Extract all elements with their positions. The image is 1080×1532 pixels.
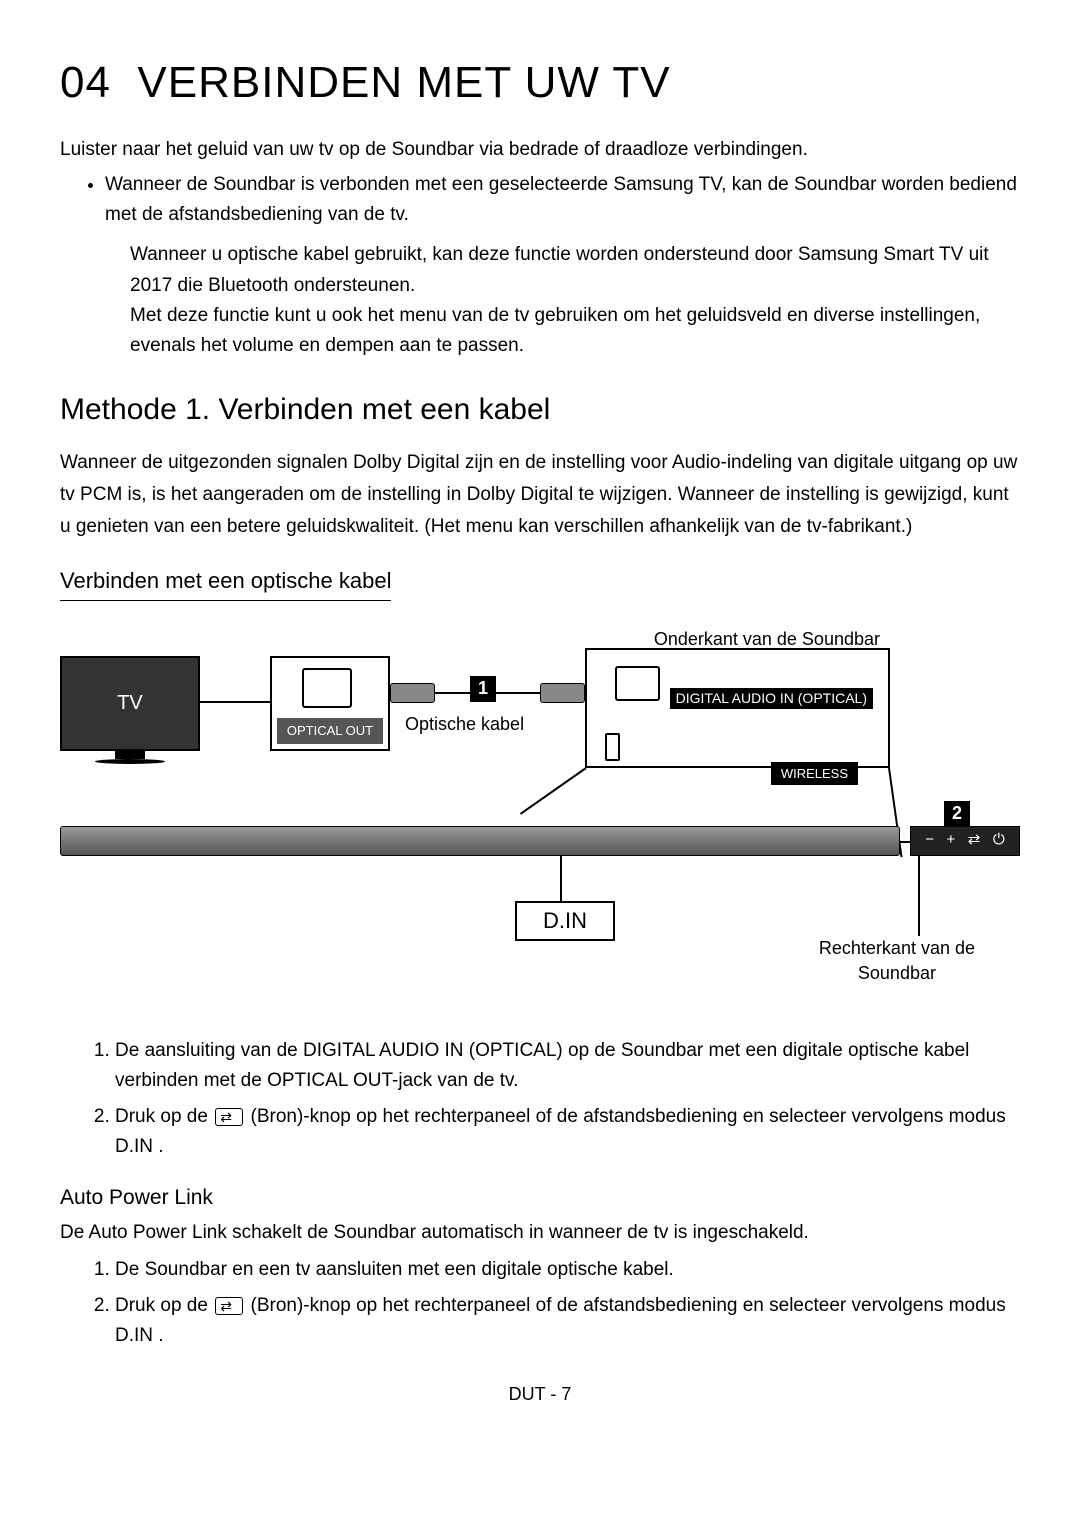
cable-connector-right-icon [540, 683, 585, 703]
optical-out-port-icon [302, 668, 352, 708]
cable-connector-left-icon [390, 683, 435, 703]
optical-out-box: OPTICAL OUT [270, 656, 390, 751]
step1-text1: De aansluiting van de [115, 1040, 298, 1061]
minus-icon: − [925, 829, 934, 852]
auto-power-title: Auto Power Link [60, 1182, 1020, 1214]
tv-box: TV [60, 656, 200, 751]
soundbar-right-panel: − + ⇄ ⏻ [910, 826, 1020, 856]
soundbar-body [60, 826, 900, 856]
auto-step2-text1: Druk op de [115, 1295, 208, 1316]
right-caption-line-icon [918, 856, 920, 936]
cable-line-icon [200, 701, 270, 703]
step1-bold: DIGITAL AUDIO IN (OPTICAL) [303, 1040, 563, 1061]
wireless-label: WIRELESS [771, 762, 858, 786]
cable-caption: Optische kabel [405, 711, 524, 738]
auto-step-2: Druk op de (Bron)-knop op het rechterpan… [115, 1291, 1020, 1352]
usb-port-icon [605, 733, 620, 761]
intro-text: Luister naar het geluid van uw tv op de … [60, 136, 1020, 165]
digital-audio-in-label: DIGITAL AUDIO IN (OPTICAL) [670, 688, 873, 709]
note-line-2: Met deze functie kunt u ook het menu van… [130, 301, 1020, 362]
auto-power-desc: De Auto Power Link schakelt de Soundbar … [60, 1219, 1020, 1248]
tv-label: TV [117, 688, 143, 718]
source-button-icon [215, 1297, 243, 1315]
auto-step-1: De Soundbar en een tv aansluiten met een… [115, 1255, 1020, 1285]
note-line-1: Wanneer u optische kabel gebruikt, kan d… [130, 240, 1020, 301]
step2-text2: (Bron)-knop op het rechterpaneel of de a… [115, 1106, 1006, 1157]
source-button-icon [215, 1108, 243, 1126]
section-title: 04 VERBINDEN MET UW TV [60, 50, 1020, 116]
bullet-list: Wanneer de Soundbar is verbonden met een… [60, 170, 1020, 231]
power-icon: ⏻ [993, 829, 1005, 852]
bullet-item: Wanneer de Soundbar is verbonden met een… [105, 170, 1020, 231]
optical-port-icon [615, 666, 660, 701]
connection-diagram: Onderkant van de Soundbar TV OPTICAL OUT… [60, 626, 1020, 1006]
din-callout-line-icon [560, 856, 562, 906]
sub-notes: Wanneer u optische kabel gebruikt, kan d… [60, 240, 1020, 362]
right-caption-line2: Soundbar [858, 963, 936, 983]
auto-step2-text2: (Bron)-knop op het rechterpaneel of de a… [115, 1295, 1006, 1346]
section-title-text: VERBINDEN MET UW TV [137, 58, 670, 107]
step-item-1: De aansluiting van de DIGITAL AUDIO IN (… [115, 1036, 1020, 1097]
right-caption-line1: Rechterkant van de [819, 938, 975, 958]
step-2-badge: 2 [944, 801, 970, 827]
setup-steps: De aansluiting van de DIGITAL AUDIO IN (… [60, 1036, 1020, 1163]
step-1-badge: 1 [470, 676, 496, 702]
method-body: Wanneer de uitgezonden signalen Dolby Di… [60, 447, 1020, 544]
right-panel-caption: Rechterkant van de Soundbar [819, 936, 975, 986]
step2-text1: Druk op de [115, 1106, 208, 1127]
zoom-line-icon [520, 767, 587, 815]
page-footer: DUT - 7 [60, 1381, 1020, 1408]
method-title: Methode 1. Verbinden met een kabel [60, 387, 1020, 432]
tv-base-icon [95, 759, 165, 764]
tv-stand-icon [115, 751, 145, 759]
plus-icon: + [947, 829, 956, 852]
optical-out-label: OPTICAL OUT [277, 718, 383, 744]
din-display: D.IN [515, 901, 615, 941]
sub-section-title: Verbinden met een optische kabel [60, 564, 391, 601]
section-number: 04 [60, 58, 111, 107]
step-item-2: Druk op de (Bron)-knop op het rechterpan… [115, 1102, 1020, 1163]
source-icon: ⇄ [968, 829, 981, 852]
auto-power-steps: De Soundbar en een tv aansluiten met een… [60, 1255, 1020, 1351]
